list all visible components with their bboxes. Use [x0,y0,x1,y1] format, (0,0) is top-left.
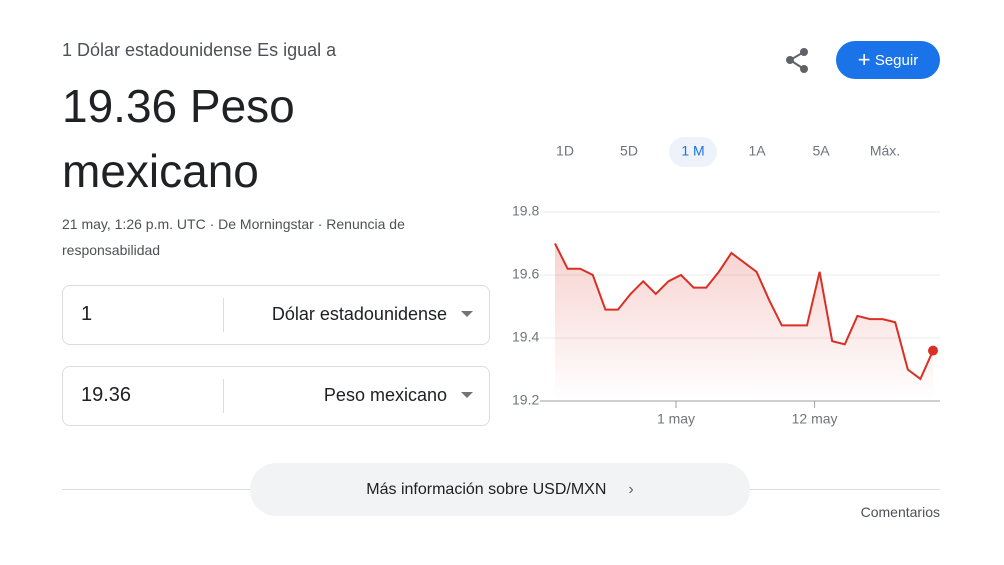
source: 21 may, 1:26 p.m. UTC · De Morningstar ·… [62,216,405,258]
y-tick-label: 19.4 [512,329,539,345]
amount[interactable]: 19.36 [81,384,132,406]
last-point [928,345,938,356]
range-tab[interactable]: 5A [812,143,830,159]
amount[interactable]: 1 [81,303,93,325]
range-tab[interactable]: 1A [748,143,766,159]
share-link [788,51,805,70]
area [555,243,933,401]
range-tab[interactable]: Máx. [870,143,900,159]
follow-label: Seguir [874,52,919,69]
separator [223,379,224,413]
more-info-label: Más información sobre USD/MXN [366,481,607,498]
y-tick-label: 19.6 [512,266,539,282]
chevron: › [628,481,634,498]
feedback-link[interactable]: Comentarios [860,504,940,520]
currency[interactable]: Peso mexicano [323,385,447,405]
currency[interactable]: Dólar estadounidense [271,304,447,324]
x-tick-label: 12 may [792,411,838,427]
line [554,243,934,381]
converter-to[interactable]: 19.36 Peso mexicano [62,366,490,426]
chart: 1D 5D 1 M 1A 5A Máx. 19.2 19.4 19.6 19.8 1 may 12 m… [512,137,940,427]
dropdown-arrow[interactable] [461,311,473,317]
range-tab[interactable]: 1 M [681,143,704,159]
separator [223,298,224,332]
share-icon[interactable] [784,46,812,74]
result: 19.36 Peso mexicano [62,80,295,197]
plus-icon: + [857,47,871,72]
converter-from[interactable]: 1 Dólar estadounidense [62,285,490,345]
follow-button[interactable]: + Seguir [836,41,940,79]
y-tick-label: 19.8 [512,203,539,219]
more-info-button[interactable]: Más información sobre USD/MXN › [250,463,750,516]
dropdown-arrow[interactable] [461,392,473,398]
y-tick-label: 19.2 [512,392,539,408]
x-tick-label: 1 may [657,411,695,427]
subtitle: 1 Dólar estadounidense Es igual a [62,40,337,60]
range-tab[interactable]: 5D [620,143,638,159]
tab-highlight [669,137,717,167]
range-tab[interactable]: 1D [556,143,574,159]
